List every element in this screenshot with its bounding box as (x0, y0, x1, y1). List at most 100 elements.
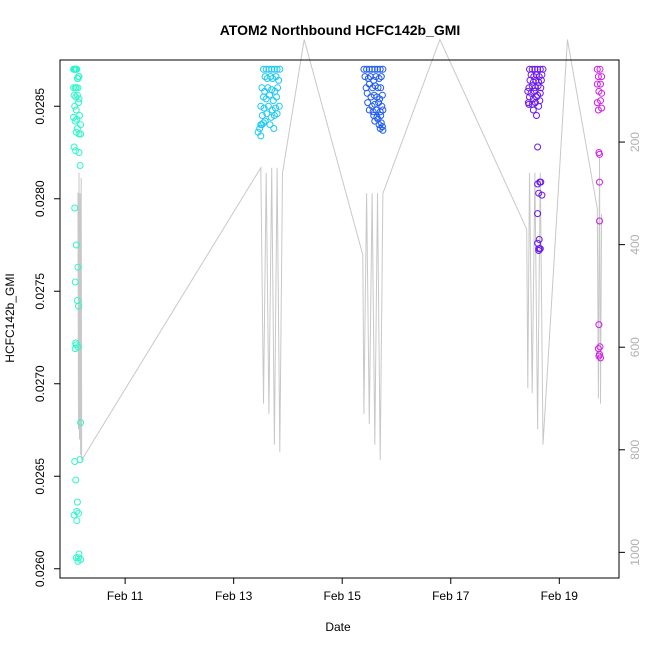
chart-title: ATOM2 Northbound HCFC142b_GMI (220, 22, 461, 38)
data-point-flight-1 (71, 117, 79, 125)
data-point-flight-2 (258, 112, 266, 119)
y2-tick-label: 600 (628, 337, 642, 357)
data-point-flight-1 (75, 554, 82, 562)
data-point-flight-1 (71, 278, 79, 286)
data-point-flight-1 (72, 106, 80, 114)
data-point-flight-1 (73, 91, 81, 99)
x-tick-label: Feb 13 (215, 589, 253, 603)
data-point-flight-2 (273, 110, 281, 118)
data-point-flight-1 (77, 419, 85, 427)
data-point-flight-5 (598, 89, 606, 97)
data-point-flight-3 (369, 108, 377, 116)
data-point-flight-1 (76, 162, 84, 169)
data-point-flight-4 (537, 178, 545, 186)
data-point-flight-3 (373, 113, 381, 121)
y-tick-label: 0.0275 (33, 273, 47, 310)
data-point-flight-2 (269, 97, 277, 105)
data-point-flight-4 (537, 76, 545, 84)
data-point-flight-2 (266, 121, 274, 129)
data-point-flight-4 (534, 210, 542, 218)
data-point-flight-1 (70, 91, 78, 99)
data-point-flight-2 (270, 65, 278, 73)
data-point-flight-4 (536, 89, 544, 97)
data-point-flight-4 (534, 143, 542, 151)
data-point-flight-5 (596, 343, 604, 351)
data-points-layer (70, 65, 606, 565)
data-point-flight-1 (76, 456, 84, 464)
data-point-flight-1 (72, 341, 80, 349)
x-tick-label: Feb 15 (324, 589, 362, 603)
data-point-flight-4 (536, 245, 544, 253)
y2-tick-label: 200 (628, 132, 642, 152)
data-point-flight-1 (73, 65, 81, 73)
data-point-flight-2 (274, 84, 282, 92)
data-point-flight-4 (533, 112, 540, 119)
data-point-flight-5 (595, 352, 603, 360)
data-point-flight-5 (595, 149, 603, 156)
y2-tick-label: 1000 (628, 539, 642, 566)
data-point-flight-3 (376, 65, 384, 73)
data-point-flight-2 (260, 65, 267, 73)
data-point-flight-1 (74, 263, 82, 271)
plot-frame (59, 59, 620, 579)
data-point-flight-3 (368, 65, 376, 73)
data-point-flight-2 (257, 132, 265, 140)
x-axis-label: Date (325, 620, 351, 634)
data-point-flight-4 (538, 191, 546, 199)
data-point-flight-2 (263, 110, 271, 118)
data-point-flight-3 (374, 65, 381, 73)
data-point-flight-1 (75, 302, 82, 310)
data-point-flight-2 (264, 102, 272, 110)
x-tick-label: Feb 17 (432, 589, 470, 603)
y-tick-label: 0.0270 (33, 365, 47, 402)
data-point-flight-5 (598, 104, 606, 112)
data-point-flight-3 (360, 65, 368, 73)
data-point-flight-4 (535, 102, 543, 110)
data-point-flight-3 (378, 123, 386, 131)
data-point-flight-2 (257, 102, 265, 110)
data-point-flight-1 (70, 143, 78, 151)
data-point-flight-1 (72, 147, 80, 155)
data-point-flight-1 (71, 204, 79, 212)
data-point-flight-1 (73, 498, 81, 506)
data-point-flight-1 (73, 115, 81, 123)
data-point-flight-4 (529, 106, 537, 114)
data-point-flight-5 (593, 65, 601, 73)
data-point-flight-1 (72, 554, 80, 562)
data-point-flight-2 (275, 76, 283, 84)
data-point-flight-2 (270, 125, 278, 132)
data-point-flight-2 (273, 93, 280, 101)
data-point-flight-4 (535, 247, 543, 254)
data-point-flight-1 (75, 99, 82, 107)
data-point-flight-5 (598, 73, 606, 81)
data-point-flight-5 (596, 65, 604, 73)
data-point-flight-3 (374, 84, 382, 92)
data-point-flight-1 (72, 476, 80, 484)
data-point-flight-3 (377, 84, 385, 92)
data-point-flight-3 (365, 80, 373, 88)
data-point-flight-3 (378, 91, 386, 99)
data-point-flight-5 (597, 97, 604, 105)
y-tick-label: 0.0260 (33, 550, 47, 587)
data-point-flight-3 (365, 106, 373, 114)
altitude-track-line (77, 38, 603, 462)
altitude-track-layer (77, 38, 603, 462)
data-point-flight-2 (264, 84, 272, 92)
axes-layer: Feb 11 Feb 13 Feb 15 Feb 17 Feb 19 0.0260 0.02… (33, 59, 642, 603)
data-point-flight-1 (74, 557, 82, 565)
data-point-flight-5 (595, 321, 603, 329)
y2-tick-label: 400 (628, 234, 642, 254)
data-point-flight-5 (593, 80, 601, 88)
y-axis-label: HCFC142b_GMI (3, 273, 17, 362)
data-point-flight-1 (75, 95, 83, 103)
data-point-flight-3 (371, 65, 379, 73)
y2-tick-label: 800 (628, 439, 642, 459)
y-tick-label: 0.0265 (33, 458, 47, 495)
data-point-flight-1 (74, 84, 82, 92)
data-point-flight-2 (266, 91, 273, 99)
data-point-flight-2 (273, 65, 281, 73)
data-point-flight-3 (379, 65, 387, 73)
x-tick-label: Feb 19 (541, 589, 579, 603)
data-point-flight-1 (75, 509, 82, 517)
